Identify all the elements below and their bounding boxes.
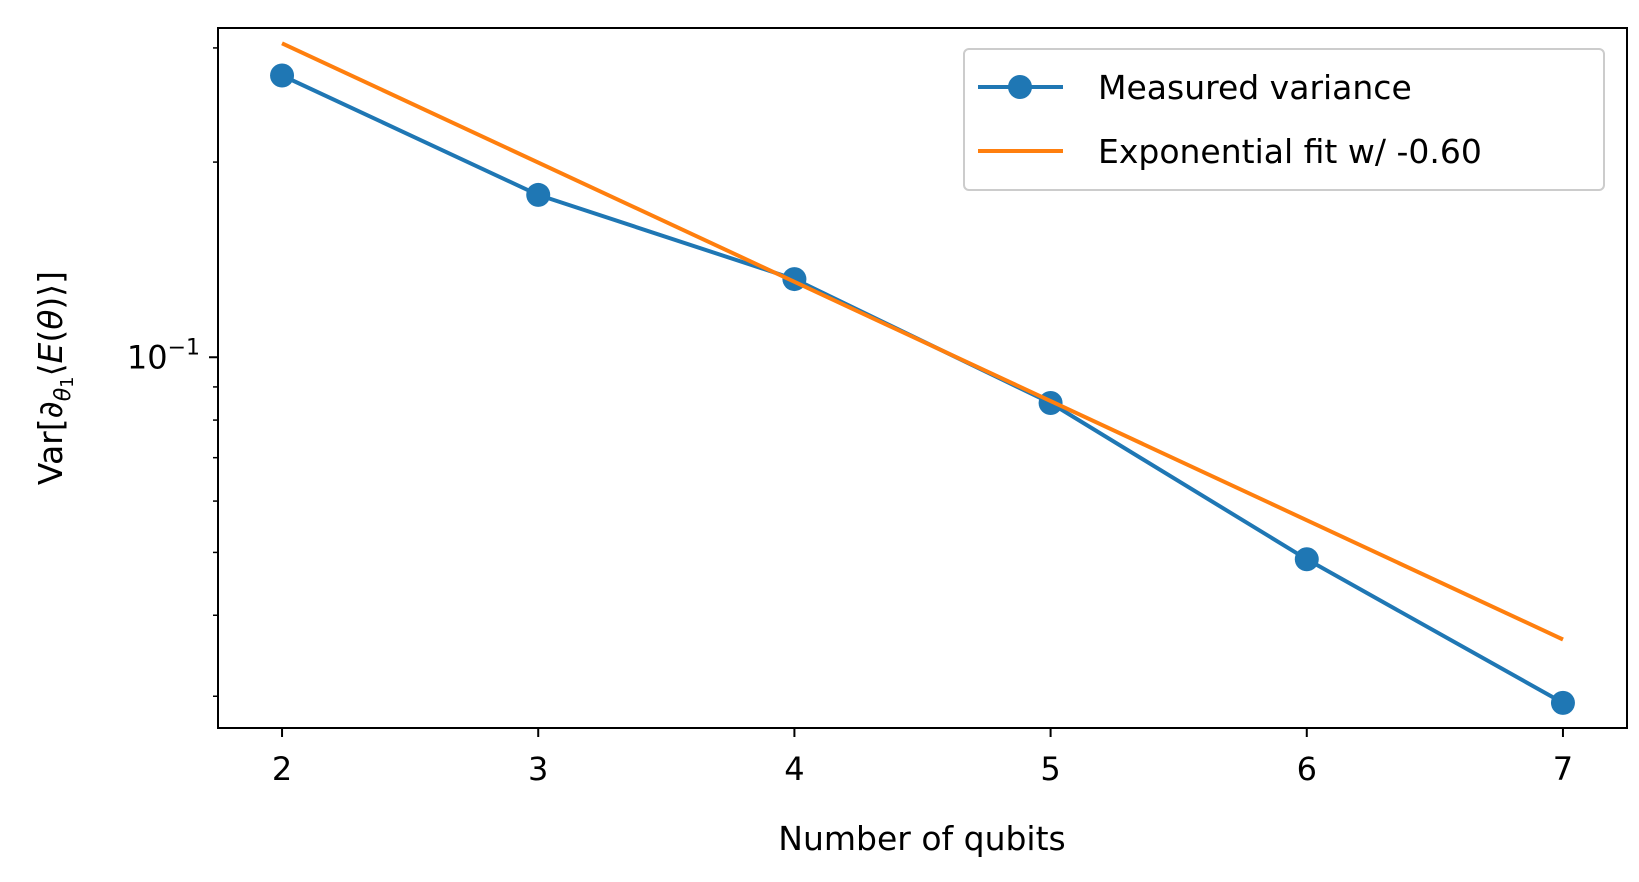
y-axis: 10−1 — [127, 47, 218, 697]
legend-measured-label: Measured variance — [1098, 68, 1412, 107]
data-point — [1550, 690, 1575, 715]
x-tick-label: 6 — [1297, 750, 1317, 788]
data-point — [526, 182, 551, 207]
series-line-1 — [281, 41, 1564, 642]
series-layer — [270, 41, 1575, 715]
legend-measured-marker — [1008, 75, 1032, 99]
x-axis-label: Number of qubits — [778, 819, 1065, 858]
legend-box — [963, 48, 1605, 191]
x-tick-label: 7 — [1553, 750, 1573, 788]
x-tick-label: 5 — [1040, 750, 1060, 788]
x-axis: 2 3 4 5 6 7 — [272, 728, 1573, 788]
data-point — [270, 63, 295, 88]
x-tick-label: 4 — [784, 750, 804, 788]
legend: Measured variance Exponential fit w/ -0.… — [963, 48, 1605, 191]
data-point — [1294, 547, 1319, 572]
x-tick-label: 2 — [272, 750, 292, 788]
x-tick-label: 3 — [528, 750, 548, 788]
y-axis-label: Var[∂θ1⟨E(θ)⟩] — [31, 271, 78, 485]
legend-fit-label: Exponential fit w/ -0.60 — [1098, 132, 1482, 171]
plot-frame — [217, 27, 1628, 729]
y-tick-label: 10−1 — [127, 335, 200, 376]
